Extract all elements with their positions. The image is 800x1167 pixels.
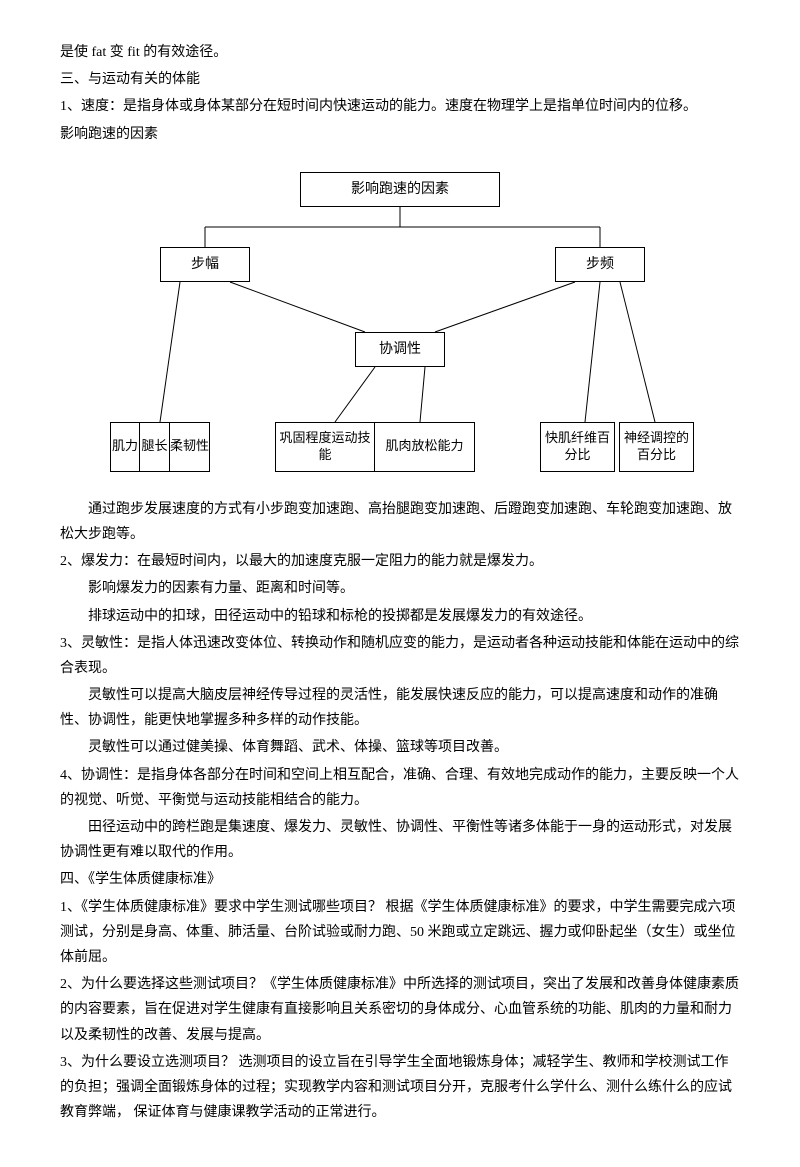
paragraph: 3、为什么要设立选测项目？ 选测项目的设立旨在引导学生全面地锻炼身体；减轻学生、…: [60, 1050, 740, 1126]
paragraph: 2、为什么要选择这些测试项目？《学生体质健康标准》中所选择的测试项目，突出了发展…: [60, 972, 740, 1048]
flowchart-diagram: 影响跑速的因素 步幅 步频 协调性 肌力 腿长 柔韧性 巩固程度运动技能 肌肉放…: [110, 167, 690, 477]
paragraph: 通过跑步发展速度的方式有小步跑变加速跑、高抬腿跑变加速跑、后蹬跑变加速跑、车轮跑…: [60, 497, 740, 547]
diagram-leaf: 神经调控的百分比: [619, 422, 694, 472]
diagram-node-right: 步频: [555, 247, 645, 282]
diagram-node-left: 步幅: [160, 247, 250, 282]
section-heading: 三、与运动有关的体能: [60, 67, 740, 92]
paragraph: 灵敏性可以通过健美操、体育舞蹈、武术、体操、篮球等项目改善。: [60, 735, 740, 760]
diagram-leaf: 肌力: [110, 422, 140, 472]
diagram-leaf: 肌肉放松能力: [375, 422, 475, 472]
paragraph: 影响跑速的因素: [60, 122, 740, 147]
diagram-leaf: 快肌纤维百分比: [540, 422, 615, 472]
diagram-node-center: 协调性: [355, 332, 445, 367]
paragraph: 是使 fat 变 fit 的有效途径。: [60, 40, 740, 65]
paragraph: 1、《学生体质健康标准》要求中学生测试哪些项目？ 根据《学生体质健康标准》的要求…: [60, 895, 740, 971]
paragraph: 1、速度：是指身体或身体某部分在短时间内快速运动的能力。速度在物理学上是指单位时…: [60, 94, 740, 119]
paragraph: 排球运动中的扣球，田径运动中的铅球和标枪的投掷都是发展爆发力的有效途径。: [60, 604, 740, 629]
diagram-leaf: 柔韧性: [170, 422, 210, 472]
paragraph: 灵敏性可以提高大脑皮层神经传导过程的灵活性，能发展快速反应的能力，可以提高速度和…: [60, 683, 740, 733]
diagram-leaf: 腿长: [140, 422, 170, 472]
paragraph: 影响爆发力的因素有力量、距离和时间等。: [60, 576, 740, 601]
paragraph: 田径运动中的跨栏跑是集速度、爆发力、灵敏性、协调性、平衡性等诸多体能于一身的运动…: [60, 815, 740, 865]
diagram-root: 影响跑速的因素: [300, 172, 500, 207]
diagram-leaf: 巩固程度运动技能: [275, 422, 375, 472]
paragraph: 4、协调性：是指身体各部分在时间和空间上相互配合，准确、合理、有效地完成动作的能…: [60, 763, 740, 813]
paragraph: 3、灵敏性：是指人体迅速改变体位、转换动作和随机应变的能力，是运动者各种运动技能…: [60, 631, 740, 681]
paragraph: 2、爆发力：在最短时间内，以最大的加速度克服一定阻力的能力就是爆发力。: [60, 549, 740, 574]
section-heading: 四、《学生体质健康标准》: [60, 867, 740, 892]
